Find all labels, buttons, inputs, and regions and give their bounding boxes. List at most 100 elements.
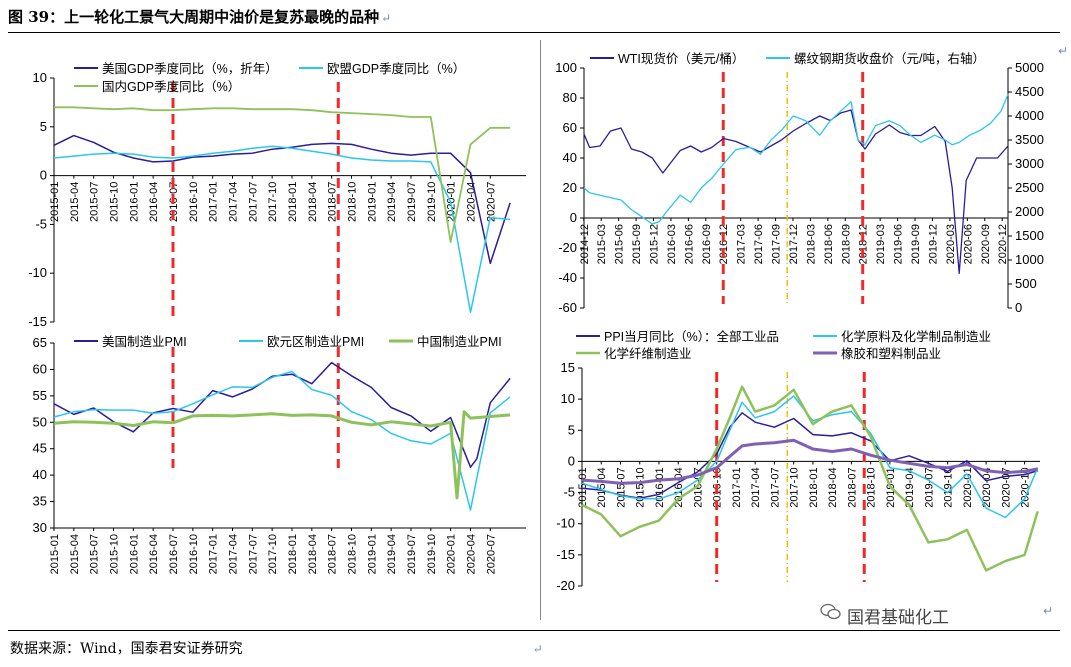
panel-divider (540, 40, 541, 620)
x-tick-label: 2018-07 (846, 467, 858, 507)
legend-item: 化学原料及化学制品制造业 (813, 329, 991, 344)
x-tick-label: 2017-04 (227, 534, 239, 574)
pmi-chart: 30 35 40 45 50 55 60 65 2015-01 2015-04 2015-07 201… (14, 333, 536, 623)
x-tick-label: 2019-03 (875, 224, 887, 264)
series-line (54, 106, 511, 243)
x-tick-label: 2018-01 (287, 534, 299, 574)
x-tick-label: 2016-07 (168, 534, 180, 574)
x-tick-label: 2019-07 (923, 467, 935, 507)
x-tick-label: 2017-01 (208, 534, 220, 574)
legend-label: 美国GDP季度同比（%，折年） (102, 61, 278, 76)
return-mark-icon: ↵ (381, 11, 392, 25)
y-tick-label: 40 (33, 467, 47, 482)
x-tick-label: 2017-01 (731, 467, 743, 507)
x-tick-label: 2020-03 (945, 224, 957, 264)
legend-item: 国内GDP季度同比（%） (74, 79, 240, 94)
x-tick-label: 2018-09 (840, 224, 852, 264)
x-tick-label: 2015-10 (108, 534, 120, 574)
y2-tick-label: 4500 (1015, 84, 1044, 99)
return-mark-icon: ↵ (1058, 44, 1069, 58)
y2-tick-label: 0 (1015, 300, 1022, 315)
legend-label: 欧盟GDP季度同比（%） (327, 61, 465, 76)
x-tick-label: 2016-04 (148, 182, 160, 222)
y-tick-label: 60 (33, 361, 47, 376)
y-tick-label: -10 (28, 265, 47, 280)
x-tick-label: 2015-07 (615, 467, 627, 507)
legend-item: PPI当月同比（%）：全部工业品 (576, 329, 779, 344)
y-tick-label: -15 (556, 547, 575, 562)
legend-label: 螺纹钢期货收盘价（元/吨，右轴） (794, 51, 985, 66)
footer-rule (8, 630, 1060, 631)
x-tick-label: 2019-10 (426, 182, 438, 222)
x-tick-label: 2015-10 (108, 182, 120, 222)
x-tick-label: 2020-06 (962, 224, 974, 264)
x-tick-label: 2018-03 (805, 224, 817, 264)
x-tick-label: 2014-12 (579, 224, 591, 264)
legend-label: WTI现货价（美元/桶） (618, 51, 744, 66)
x-tick-label: 2015-04 (596, 467, 608, 507)
y-tick-label: -20 (556, 578, 575, 593)
x-tick-label: 2020-10 (1020, 467, 1032, 507)
x-tick-label: 2020-04 (465, 182, 477, 222)
x-tick-label: 2016-01 (654, 467, 666, 507)
x-tick-label: 2019-12 (927, 224, 939, 264)
y-tick-label: 80 (563, 90, 577, 105)
x-tick-label: 2018-07 (327, 182, 339, 222)
legend-item: 欧盟GDP季度同比（%） (299, 61, 465, 76)
x-tick-label: 2018-06 (823, 224, 835, 264)
x-tick-label: 2019-04 (904, 467, 916, 507)
y2-tick-label: 5000 (1015, 60, 1044, 75)
x-tick-label: 2018-10 (346, 182, 358, 222)
x-tick-label: 2019-07 (406, 182, 418, 222)
legend-item: 橡胶和塑料制品业 (813, 346, 941, 361)
x-tick-label: 2017-10 (789, 467, 801, 507)
x-tick-label: 2020-04 (465, 534, 477, 574)
x-tick-label: 2020-01 (446, 534, 458, 574)
axes: -15 -10 -5 0 5 10 2015-01 2015-04 2015-07 2015-10… (28, 70, 526, 329)
series-line (53, 410, 511, 500)
x-tick-label: 2015-01 (49, 182, 61, 222)
y-tick-label: 30 (33, 520, 47, 535)
series-line (581, 438, 1038, 485)
y-tick-label: 15 (561, 360, 575, 375)
y-tick-label: 60 (563, 120, 577, 135)
title-rule (8, 32, 1060, 33)
x-tick-label: 2018-01 (808, 467, 820, 507)
x-tick-label: 2017-01 (208, 182, 220, 222)
series-line (583, 94, 1009, 225)
y2-tick-label: 3000 (1015, 156, 1044, 171)
y2-tick-label: 4000 (1015, 108, 1044, 123)
ppi-chart: -20 -15 -10 -5 0 5 10 15 2015-01 2015-04 2015-07 20… (548, 328, 1060, 598)
x-tick-label: 2020-09 (980, 224, 992, 264)
series-line (583, 109, 1009, 275)
y2-tick-label: 2500 (1015, 180, 1044, 195)
y-tick-label: 10 (33, 70, 47, 85)
x-tick-label: 2015-07 (89, 534, 101, 574)
x-tick-label: 2015-12 (649, 224, 661, 264)
x-tick-label: 2016-01 (128, 182, 140, 222)
legend-label: 中国制造业PMI (417, 334, 502, 349)
x-tick-label: 2020-12 (997, 224, 1009, 264)
legend-label: 欧元区制造业PMI (267, 335, 364, 349)
y-tick-label: 0 (570, 210, 577, 225)
y2-tick-label: 1000 (1015, 252, 1044, 267)
x-tick-label: 2019-04 (386, 182, 398, 222)
x-tick-label: 2019-07 (406, 534, 418, 574)
x-tick-label: 2015-03 (596, 224, 608, 264)
x-tick-label: 2017-03 (736, 224, 748, 264)
legend-item: 化学纤维制造业 (576, 346, 692, 361)
series-line (53, 134, 511, 265)
y-tick-label: 20 (563, 180, 577, 195)
x-tick-label: 2015-09 (631, 224, 643, 264)
y-tick-label: -5 (35, 216, 47, 231)
watermark: 国君基础化工 (847, 608, 949, 628)
x-tick-label: 2018-04 (827, 467, 839, 507)
legend-item: 欧元区制造业PMI (239, 335, 364, 349)
x-tick-label: 2020-07 (485, 534, 497, 574)
x-tick-label: 2018-04 (307, 182, 319, 222)
legend-label: 国内GDP季度同比（%） (102, 79, 240, 94)
x-tick-label: 2019-01 (366, 534, 378, 574)
y-tick-label: 5 (40, 119, 47, 134)
x-tick-label: 2017-10 (267, 182, 279, 222)
return-mark-icon: ↵ (532, 642, 543, 656)
